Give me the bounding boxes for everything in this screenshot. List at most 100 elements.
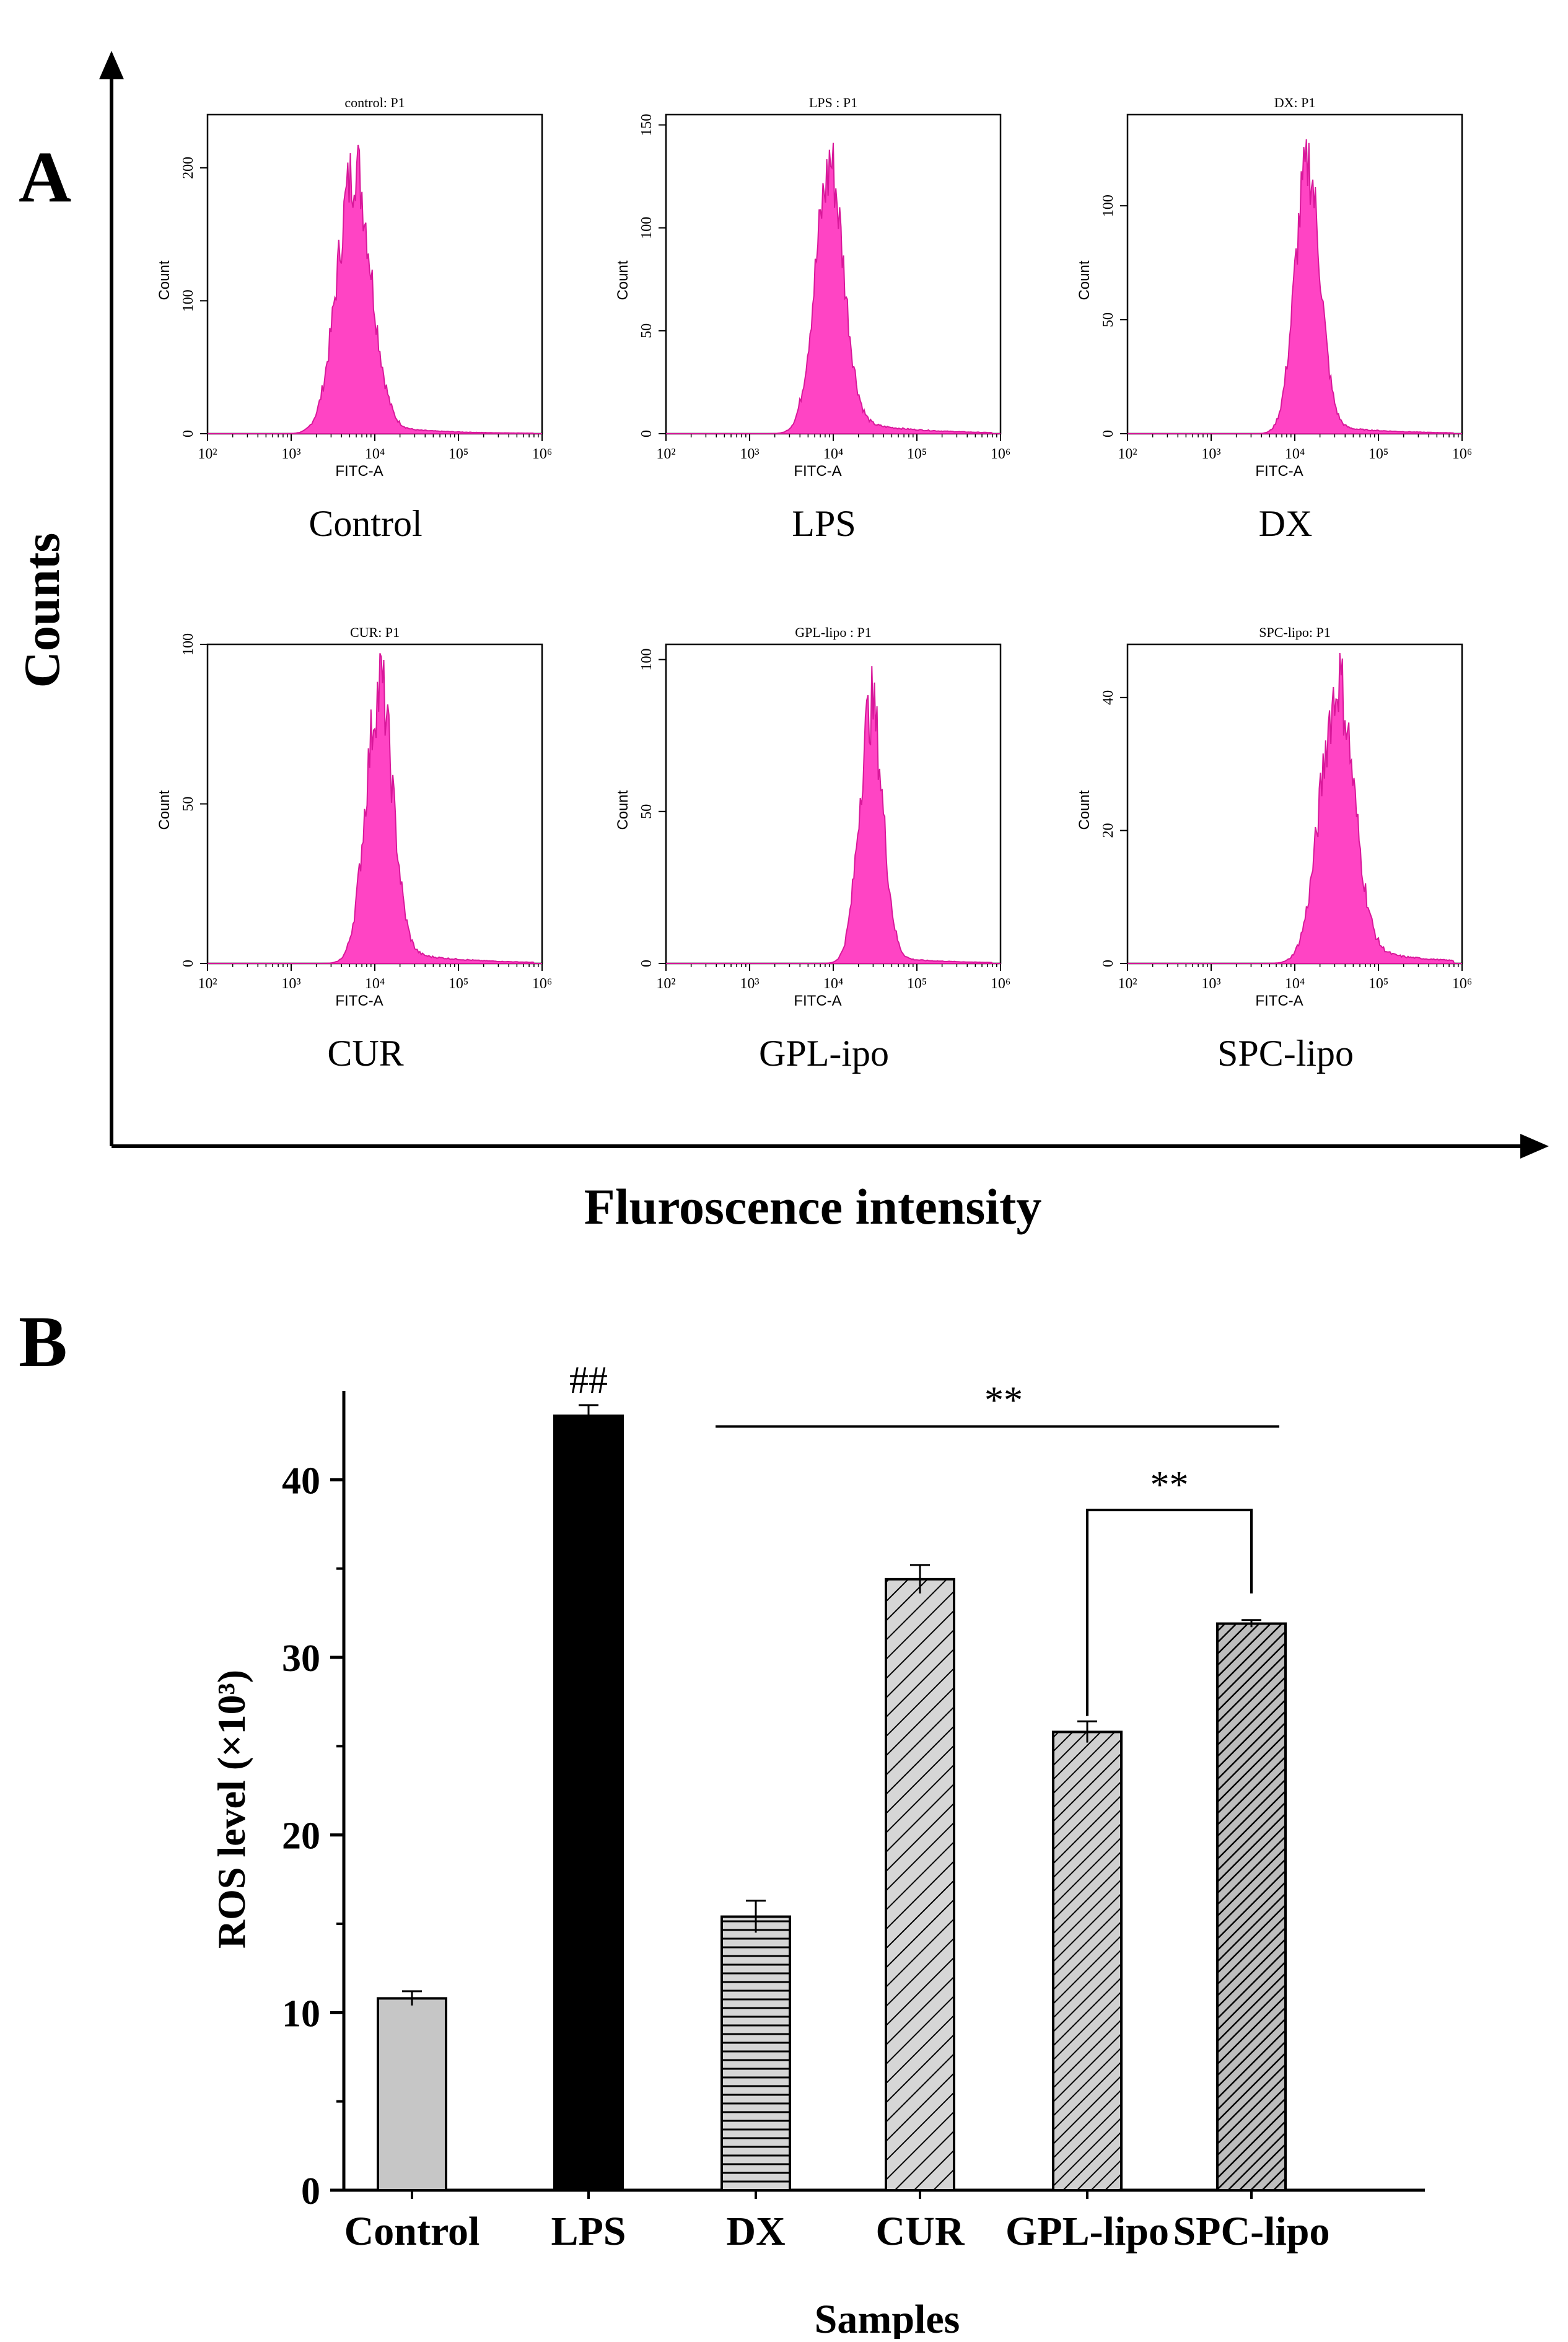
histogram-x-tick-label: 10²: [198, 976, 217, 992]
histogram-title: control: P1: [344, 95, 405, 110]
histogram-x-tick-label: 10⁴: [1285, 446, 1305, 462]
intensity-axis-label: Fluroscence intensity: [584, 1178, 1042, 1235]
bar-chart: 0 10 20 30 40 ROS level (×10³) Control LPS DX CUR…: [209, 1359, 1425, 2342]
histogram-x-tick-label: 10³: [740, 446, 759, 462]
histogram-subplot: LPS : P1 10² 10³ 10⁴ 10⁵ 10⁶ FITC-A 0 50 100 150 Co…: [615, 95, 1010, 544]
histogram-x-label: FITC-A: [1255, 993, 1303, 1009]
histogram-x-tick-label: 10²: [198, 446, 217, 462]
intensity-axis-arrow: [1520, 1134, 1549, 1159]
bar-y-tick-label: 40: [282, 1460, 320, 1502]
counts-axis-arrow: [99, 51, 124, 79]
histogram-title: GPL-lipo : P1: [795, 625, 871, 640]
bar-x-tick-label: LPS: [551, 2209, 626, 2254]
counts-axis-label: Counts: [14, 533, 70, 688]
histogram-caption: LPS: [792, 503, 856, 544]
histogram-x-label: FITC-A: [794, 463, 841, 480]
histogram-x-tick-label: 10⁶: [1452, 976, 1472, 992]
panel-b: B 0 10 20 30 40 ROS level (×10³) Control LPS DX C…: [19, 1301, 1425, 2342]
histogram-y-tick-label: 100: [180, 633, 196, 656]
histogram-title: LPS : P1: [809, 95, 857, 110]
bar-x-tick-label: CUR: [876, 2209, 965, 2254]
bar-y-tick-label: 30: [282, 1638, 320, 1680]
bar: [1216, 1622, 1287, 2192]
panel-a-label: A: [19, 136, 71, 217]
histogram-y-tick-label: 0: [639, 960, 655, 967]
histogram-y-tick-label: 0: [639, 430, 655, 437]
bar-x-tick-label: GPL-lipo: [1005, 2209, 1169, 2254]
histogram-x-tick-label: 10⁵: [907, 976, 927, 992]
histogram-caption: DX: [1259, 503, 1313, 544]
histogram-caption: Control: [309, 503, 422, 544]
histogram-y-tick-label: 50: [639, 323, 655, 338]
histogram-y-tick-label: 0: [1100, 960, 1116, 967]
histogram-subplot: CUR: P1 10² 10³ 10⁴ 10⁵ 10⁶ FITC-A 0 50 100 Count C…: [156, 625, 552, 1074]
histogram-x-tick-label: 10³: [281, 446, 300, 462]
histogram-x-tick-label: 10²: [1118, 976, 1137, 992]
bar-x-label: Samples: [815, 2297, 960, 2339]
histogram-y-tick-label: 100: [1100, 195, 1116, 217]
histogram-x-tick-label: 10⁶: [991, 446, 1010, 462]
bar: [553, 1414, 624, 2191]
histogram-x-label: FITC-A: [794, 993, 841, 1009]
histogram-x-tick-label: 10³: [1201, 976, 1220, 992]
panel-a: A Counts Fluroscence intensity control: …: [14, 51, 1549, 1235]
histogram-frame: [665, 643, 1002, 965]
histogram-x-tick-label: 10³: [1201, 446, 1220, 462]
histogram-caption: CUR: [327, 1033, 403, 1074]
bar-x-tick-label: SPC-lipo: [1173, 2209, 1329, 2254]
histogram-distribution: [666, 666, 1001, 964]
histogram-y-tick-label: 0: [180, 430, 196, 437]
histogram-y-tick-label: 100: [180, 289, 196, 312]
histogram-y-tick-label: 0: [180, 960, 196, 967]
histogram-caption: GPL-ipo: [759, 1033, 889, 1074]
bar: [720, 1915, 791, 2192]
histogram-y-tick-label: 50: [1100, 312, 1116, 327]
histogram-y-label: Count: [156, 790, 173, 830]
histogram-y-tick-label: 0: [1100, 430, 1116, 437]
histogram-x-tick-label: 10⁶: [1452, 446, 1472, 462]
histogram-x-label: FITC-A: [335, 993, 383, 1009]
bar: [377, 1997, 447, 2191]
histogram-distribution: [1128, 652, 1462, 964]
bar-y-tick-label: 10: [282, 1993, 320, 2035]
bar-x-tick-label: Control: [344, 2209, 480, 2254]
panel-b-label: B: [19, 1301, 68, 1382]
histogram-subplot: GPL-lipo : P1 10² 10³ 10⁴ 10⁵ 10⁶ FITC-A 0 50 100…: [615, 625, 1010, 1074]
histogram-x-tick-label: 10⁴: [1285, 976, 1305, 992]
significance-label: ##: [569, 1359, 608, 1401]
histogram-x-tick-label: 10⁶: [532, 976, 552, 992]
bar-y-label: ROS level (×10³): [209, 1670, 253, 1949]
histogram-y-tick-label: 40: [1100, 690, 1116, 705]
histogram-distribution: [666, 143, 1001, 434]
histogram-x-label: FITC-A: [335, 463, 383, 480]
histogram-x-tick-label: 10⁵: [1369, 976, 1388, 992]
histogram-x-tick-label: 10³: [740, 976, 759, 992]
histogram-distribution: [208, 653, 542, 964]
bar: [1052, 1730, 1123, 2191]
histogram-y-tick-label: 100: [639, 217, 655, 239]
histogram-y-tick-label: 100: [639, 649, 655, 671]
histogram-y-tick-label: 200: [180, 157, 196, 179]
histogram-subplot: SPC-lipo: P1 10² 10³ 10⁴ 10⁵ 10⁶ FITC-A 0 20 40 Co…: [1076, 625, 1472, 1074]
bar: [885, 1577, 955, 2192]
histogram-distribution: [1128, 139, 1462, 434]
histogram-title: SPC-lipo: P1: [1259, 625, 1331, 640]
histogram-x-tick-label: 10³: [281, 976, 300, 992]
bar-y-tick-label: 0: [301, 2170, 320, 2213]
histogram-subplot: control: P1 10² 10³ 10⁴ 10⁵ 10⁶ FITC-A 0 100 200 C…: [156, 95, 552, 544]
histogram-x-tick-label: 10⁵: [449, 446, 468, 462]
histogram-x-tick-label: 10⁶: [532, 446, 552, 462]
bar-y-tick-label: 20: [282, 1815, 320, 1857]
histogram-y-label: Count: [1076, 790, 1093, 830]
histogram-y-tick-label: 20: [1100, 823, 1116, 838]
significance-label: **: [984, 1379, 1023, 1421]
histogram-x-tick-label: 10⁴: [365, 976, 385, 992]
histogram-caption: SPC-lipo: [1217, 1033, 1354, 1074]
histogram-x-tick-label: 10⁴: [365, 446, 385, 462]
histogram-title: DX: P1: [1274, 95, 1316, 110]
significance-label: **: [1150, 1464, 1189, 1506]
histogram-x-tick-label: 10²: [656, 976, 675, 992]
histogram-x-tick-label: 10²: [656, 446, 675, 462]
